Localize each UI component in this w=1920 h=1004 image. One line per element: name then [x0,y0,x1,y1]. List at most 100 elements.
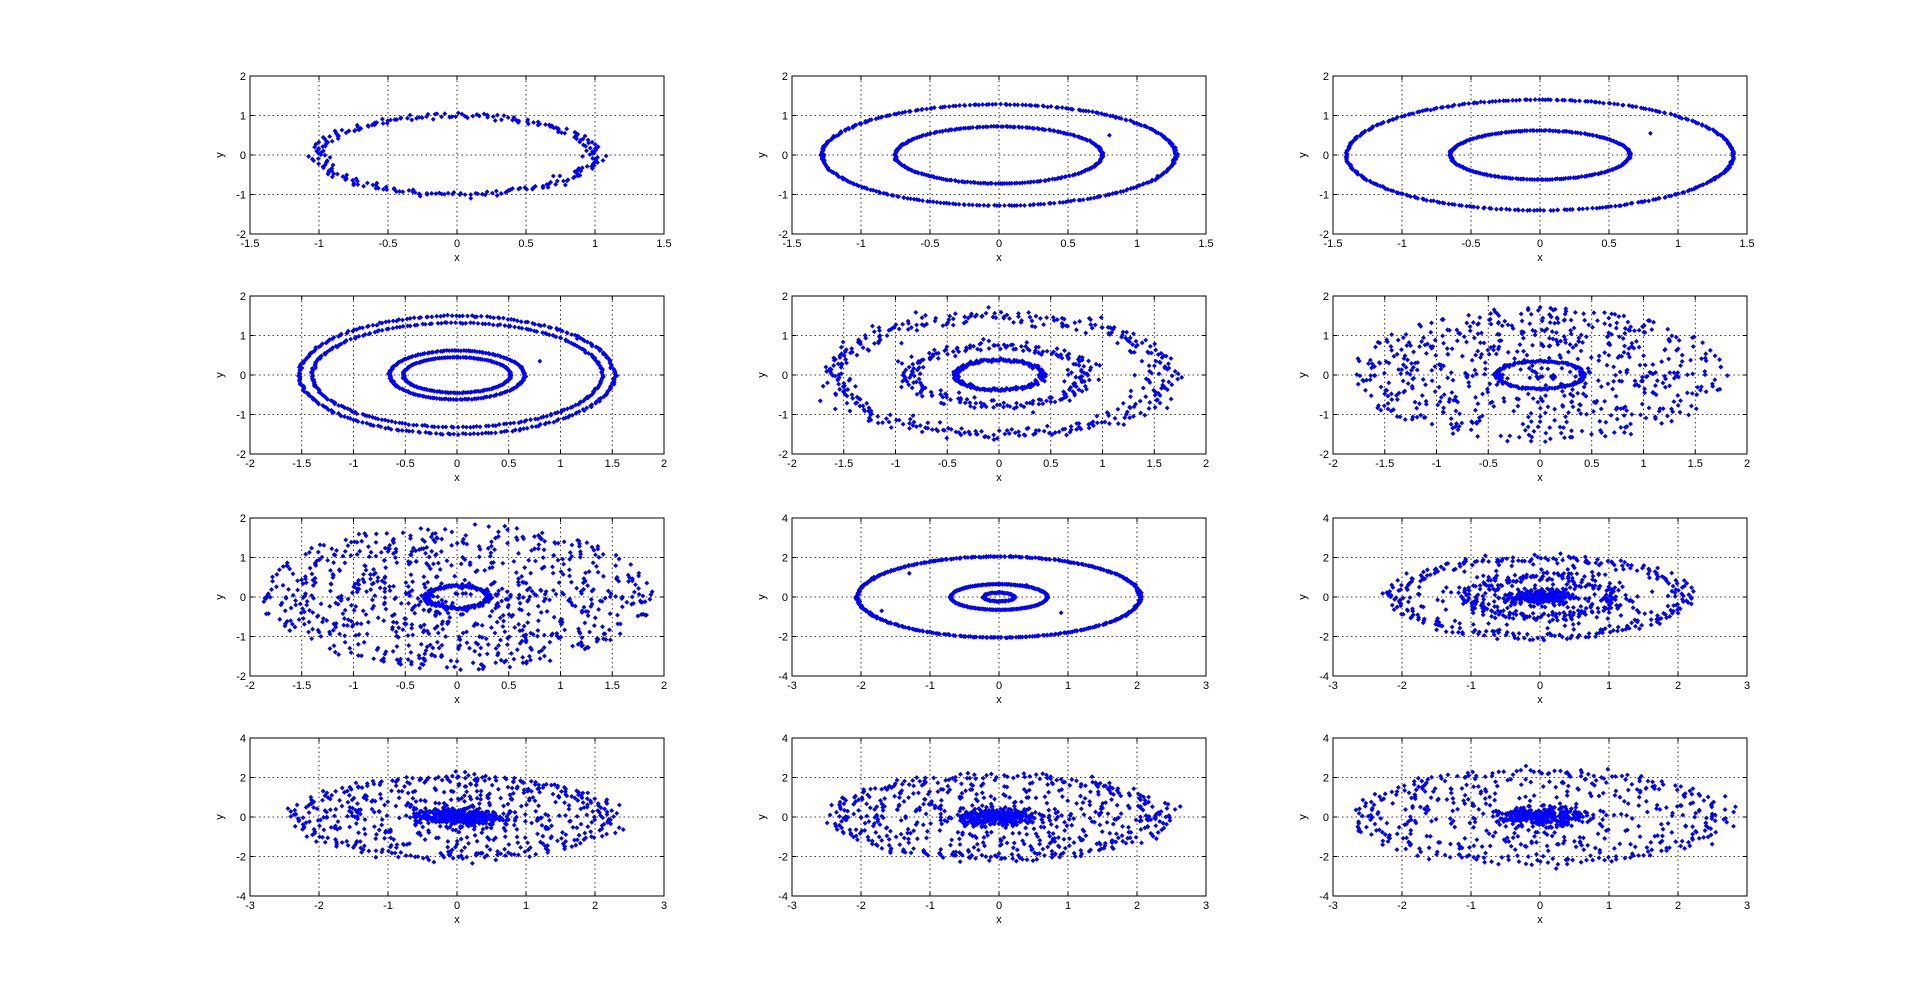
data-point [1003,101,1009,107]
y-tick-label: 2 [782,71,788,83]
data-point [913,108,919,114]
data-point [312,144,318,150]
scatter-series [818,101,1180,209]
data-point [993,101,999,107]
axes-frame [249,75,665,235]
data-point [976,102,982,108]
data-point [354,178,360,184]
data-point [430,116,436,122]
x-tick-label: 1.5 [605,458,620,470]
x-tick-label: -2 [245,680,255,692]
y-axis-label: y [756,372,768,378]
x-tick-label: 1 [557,458,563,470]
x-axis-label: x [996,252,1002,264]
x-tick-label: -1.5 [241,238,260,250]
data-point [1141,123,1147,129]
x-tick-label: -0.5 [1462,238,1481,250]
data-point [388,117,393,123]
data-point [600,158,606,163]
x-tick-label: -1 [1397,238,1407,250]
data-point [550,173,556,179]
data-point [462,192,468,198]
data-point [1048,104,1054,109]
data-point [1071,197,1077,203]
data-point [493,188,499,194]
y-tick-label: 1 [240,111,246,123]
data-point [417,193,423,199]
data-point [494,112,500,118]
data-point [1093,110,1099,116]
data-point [1063,105,1069,111]
data-point [391,186,397,192]
data-point [899,110,905,116]
data-point [498,191,504,196]
data-point [938,105,944,110]
data-point [1107,113,1113,119]
y-tick-label: -2 [236,449,246,461]
data-point [380,120,386,126]
data-point [318,152,324,158]
data-point [1101,112,1107,118]
data-point [873,116,879,122]
data-point [857,121,863,127]
y-tick-label: 2 [782,291,788,303]
data-point [856,183,862,189]
y-tick-label: 0 [1323,150,1329,162]
y-tick-label: -2 [1319,449,1329,461]
data-point [327,154,333,160]
data-point [372,122,378,128]
data-point [522,185,528,191]
data-point [1114,190,1120,196]
data-point [1080,197,1086,203]
data-point [1080,108,1086,114]
x-tick-label: -0.5 [1479,458,1498,470]
x-tick-label: -2 [787,458,797,470]
y-axis-label: y [214,152,226,158]
data-point [1120,188,1126,194]
data-point [451,189,457,195]
data-point [946,104,952,109]
data-point [1053,105,1059,110]
x-tick-label: 0.5 [501,458,516,470]
x-tick-label: 2 [661,680,667,692]
y-axis-label: y [214,372,226,378]
data-point [316,161,322,167]
data-point [931,105,937,111]
data-point [525,117,531,123]
x-tick-label: -0.5 [379,238,398,250]
y-tick-label: 0 [782,370,788,382]
data-point [517,185,523,191]
data-point [356,127,362,133]
y-tick-label: -2 [778,449,788,461]
data-point [400,189,406,195]
data-point [589,139,595,145]
data-point [920,198,926,204]
data-point [505,115,511,120]
x-tick-label: 0.5 [1043,458,1058,470]
x-tick-label: 1 [1134,238,1140,250]
data-point [445,190,451,196]
y-tick-label: 0 [1323,370,1329,382]
data-point [1059,105,1065,110]
data-point [384,120,390,126]
x-tick-label: 1 [557,680,563,692]
data-point [365,124,371,129]
data-point [980,102,986,107]
data-point [321,165,326,171]
x-tick-label: -1.5 [292,458,311,470]
data-point [562,130,568,136]
data-point [474,112,480,117]
data-point [1147,126,1153,131]
data-point [595,154,600,160]
data-point [432,111,438,117]
data-point [405,115,410,121]
x-axis-label: x [1537,252,1543,264]
data-point [603,153,609,159]
data-point [585,137,591,143]
data-point [1012,102,1017,108]
x-tick-label: 0.5 [1584,458,1599,470]
data-point [906,108,912,114]
data-point [335,136,341,141]
data-point [1015,102,1021,108]
